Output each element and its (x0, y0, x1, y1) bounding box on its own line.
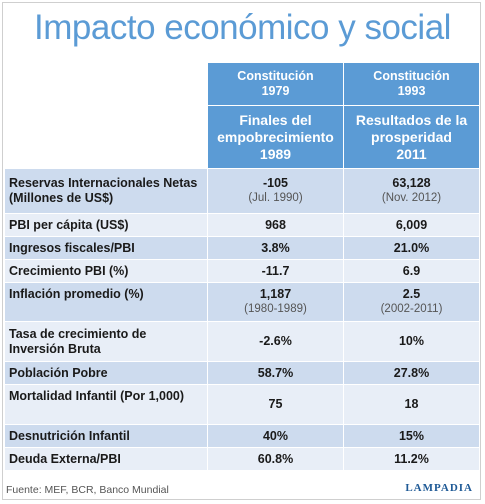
row-label: Deuda Externa/PBI (4, 447, 208, 471)
row-value-1993: 2.5 (2002-2011) (343, 282, 480, 322)
table-row: PBI per cápita (US$) 968 6,009 (4, 213, 480, 237)
value: 21.0% (393, 240, 430, 255)
row-value-1993: 11.2% (343, 447, 480, 471)
value: -11.7 (261, 263, 290, 278)
table-row: Inflación promedio (%) 1,187 (1980-1989)… (4, 282, 480, 322)
page-title: Impacto económico y social (34, 8, 451, 47)
header-subtitle-1989: Finales del empobrecimiento 1989 (207, 105, 344, 169)
value: 63,128 (392, 176, 431, 190)
header-subtitle-2011: Resultados de la prosperidad 2011 (343, 105, 480, 169)
value: 10% (398, 334, 425, 348)
value: 15% (398, 428, 425, 443)
row-value-1993: 27.8% (343, 361, 480, 385)
row-label: Crecimiento PBI (%) (4, 259, 208, 283)
row-label: Desnutrición Infantil (4, 424, 208, 448)
row-value-1979: 58.7% (207, 361, 344, 385)
value: 27.8% (393, 365, 430, 380)
row-value-1979: -11.7 (207, 259, 344, 283)
row-label: Mortalidad Infantil (Por 1,000) (4, 384, 208, 425)
header-constitution-1979: Constitución 1979 (207, 62, 344, 106)
table-row: Crecimiento PBI (%) -11.7 6.9 (4, 259, 480, 283)
table-row: Reservas Internacionales Netas (Millones… (4, 168, 480, 214)
row-value-1979: 3.8% (207, 236, 344, 260)
value: 58.7% (257, 365, 294, 380)
table-row: Mortalidad Infantil (Por 1,000) 75 18 (4, 384, 480, 425)
table-row: Ingresos fiscales/PBI 3.8% 21.0% (4, 236, 480, 260)
value: 3.8% (261, 240, 290, 255)
header-constitution-1993: Constitución 1993 (343, 62, 480, 106)
source-footnote: Fuente: MEF, BCR, Banco Mundial (6, 484, 169, 496)
row-value-1979: -2.6% (207, 321, 344, 362)
row-label: Inflación promedio (%) (4, 282, 208, 322)
table-row: Deuda Externa/PBI 60.8% 11.2% (4, 447, 480, 471)
value: 6,009 (395, 217, 428, 232)
value: 968 (265, 217, 286, 232)
value: 11.2% (394, 451, 429, 466)
row-label: Tasa de crecimiento de Inversión Bruta (4, 321, 208, 362)
row-value-1979: 968 (207, 213, 344, 237)
table-row: Población Pobre 58.7% 27.8% (4, 361, 480, 385)
row-label: Ingresos fiscales/PBI (4, 236, 208, 260)
table-row: Tasa de crecimiento de Inversión Bruta -… (4, 321, 480, 362)
row-value-1979: 60.8% (207, 447, 344, 471)
value: 2.5 (402, 287, 421, 301)
table-row: Desnutrición Infantil 40% 15% (4, 424, 480, 448)
value-note: (2002-2011) (380, 303, 443, 315)
row-value-1979: 40% (207, 424, 344, 448)
row-value-1993: 6.9 (343, 259, 480, 283)
value: -2.6% (259, 334, 292, 348)
row-value-1993: 63,128 (Nov. 2012) (343, 168, 480, 214)
row-label: PBI per cápita (US$) (4, 213, 208, 237)
row-value-1979: -105 (Jul. 1990) (207, 168, 344, 214)
row-label: Población Pobre (4, 361, 208, 385)
row-value-1993: 15% (343, 424, 480, 448)
comparison-table: Constitución 1979 Constitución 1993 Fina… (4, 62, 480, 471)
value: 6.9 (402, 263, 421, 278)
value: 75 (268, 397, 283, 411)
row-value-1993: 18 (343, 384, 480, 425)
value: 1,187 (259, 287, 292, 301)
value: 18 (404, 397, 419, 411)
value: -105 (262, 176, 289, 190)
header-blank-cell (4, 62, 208, 169)
value-note: (1980-1989) (244, 303, 307, 315)
value-note: (Jul. 1990) (248, 192, 303, 204)
value: 60.8% (257, 451, 294, 466)
row-value-1979: 1,187 (1980-1989) (207, 282, 344, 322)
row-value-1993: 21.0% (343, 236, 480, 260)
row-value-1993: 10% (343, 321, 480, 362)
row-value-1993: 6,009 (343, 213, 480, 237)
value-note: (Nov. 2012) (381, 192, 442, 204)
row-value-1979: 75 (207, 384, 344, 425)
brand-logo: LAMPADIA (405, 482, 473, 494)
value: 40% (262, 428, 289, 443)
row-label: Reservas Internacionales Netas (Millones… (4, 168, 208, 214)
